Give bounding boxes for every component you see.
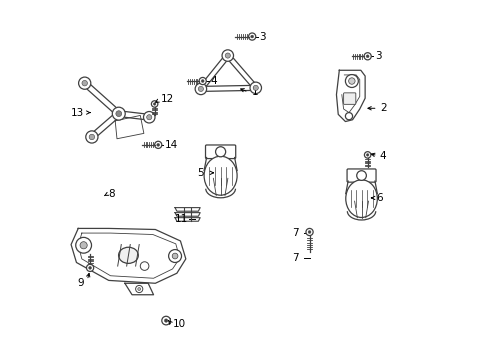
- Circle shape: [250, 82, 262, 94]
- Circle shape: [155, 141, 162, 148]
- Circle shape: [251, 35, 254, 38]
- Circle shape: [198, 86, 203, 91]
- Circle shape: [86, 131, 98, 143]
- Circle shape: [162, 316, 171, 325]
- Circle shape: [144, 112, 155, 123]
- Circle shape: [201, 80, 204, 82]
- FancyBboxPatch shape: [347, 169, 376, 182]
- Text: 8: 8: [109, 189, 115, 199]
- Circle shape: [199, 77, 206, 85]
- Circle shape: [147, 115, 152, 120]
- Circle shape: [157, 143, 160, 146]
- Circle shape: [112, 107, 125, 120]
- Circle shape: [151, 101, 158, 107]
- Text: 10: 10: [172, 319, 186, 329]
- Circle shape: [89, 266, 92, 269]
- Circle shape: [80, 242, 87, 249]
- Circle shape: [153, 103, 156, 105]
- Text: 4: 4: [379, 150, 386, 161]
- Circle shape: [140, 262, 149, 270]
- Circle shape: [253, 85, 258, 90]
- Circle shape: [365, 152, 371, 158]
- FancyBboxPatch shape: [205, 145, 236, 158]
- Circle shape: [222, 50, 234, 61]
- Text: 5: 5: [197, 168, 204, 178]
- Circle shape: [76, 237, 92, 253]
- Text: 13: 13: [71, 108, 84, 118]
- Circle shape: [78, 77, 91, 89]
- FancyBboxPatch shape: [343, 93, 356, 104]
- Circle shape: [169, 249, 181, 262]
- Circle shape: [364, 53, 371, 60]
- Circle shape: [225, 53, 230, 58]
- Circle shape: [357, 171, 367, 180]
- Circle shape: [345, 75, 358, 87]
- Text: 3: 3: [375, 51, 381, 61]
- Circle shape: [87, 264, 94, 271]
- Text: 12: 12: [161, 94, 174, 104]
- Circle shape: [308, 230, 311, 233]
- Text: 3: 3: [259, 32, 266, 41]
- Circle shape: [366, 55, 369, 58]
- Text: 2: 2: [381, 103, 387, 113]
- Circle shape: [367, 154, 369, 156]
- Ellipse shape: [119, 247, 138, 264]
- Text: 6: 6: [376, 193, 383, 203]
- Text: 14: 14: [165, 140, 178, 150]
- Text: 4: 4: [211, 76, 217, 86]
- Circle shape: [138, 288, 141, 291]
- Circle shape: [195, 83, 207, 95]
- Circle shape: [164, 319, 168, 322]
- Circle shape: [82, 80, 87, 86]
- Circle shape: [116, 111, 122, 117]
- Text: 9: 9: [78, 278, 84, 288]
- Circle shape: [136, 285, 143, 293]
- Text: 7: 7: [292, 253, 299, 263]
- Text: 11: 11: [174, 215, 188, 224]
- Text: 7: 7: [292, 228, 299, 238]
- Circle shape: [306, 228, 313, 235]
- Circle shape: [172, 253, 178, 259]
- Ellipse shape: [346, 180, 377, 217]
- Circle shape: [89, 134, 95, 140]
- Circle shape: [248, 33, 256, 40]
- Circle shape: [345, 113, 353, 120]
- Circle shape: [349, 78, 355, 84]
- Text: 1: 1: [251, 87, 258, 97]
- Circle shape: [216, 147, 226, 157]
- Ellipse shape: [204, 156, 237, 195]
